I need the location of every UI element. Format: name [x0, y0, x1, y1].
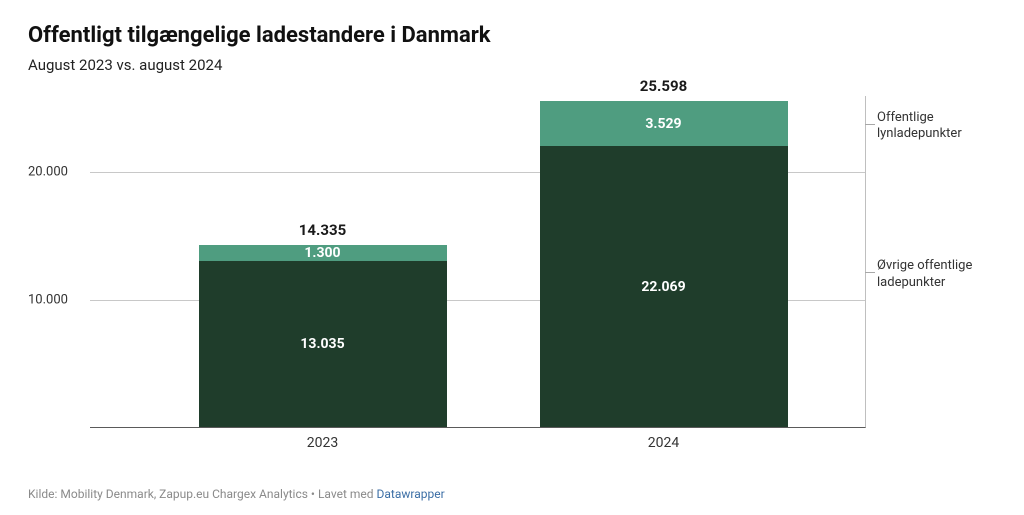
bar-segment-bottom: 22.069 — [540, 146, 788, 427]
footer-madewith-link[interactable]: Datawrapper — [377, 487, 445, 501]
bar-segment-label: 1.300 — [304, 245, 340, 261]
bar-segment-top: 3.529 — [540, 101, 788, 146]
series-label-bottom: Øvrige offentlige ladepunkter — [877, 258, 997, 291]
bar-segment-label: 13.035 — [300, 336, 344, 352]
lead-line — [865, 124, 875, 125]
footer-source: Mobility Denmark, Zapup.eu Chargex Analy… — [60, 487, 308, 501]
chart-area: 10.000 20.000 13.035 1.300 14.335 2023 22.069 3… — [28, 96, 996, 456]
bar-column: 13.0351.30014.3352023 — [199, 96, 447, 427]
bar-segment-label: 22.069 — [641, 279, 685, 295]
chart-subtitle: August 2023 vs. august 2024 — [28, 56, 996, 74]
bar-segment-top: 1.300 — [199, 245, 447, 262]
plot-area: 10.00020.00013.0351.30014.335202322.0693… — [90, 96, 866, 428]
footer-sep: • — [308, 487, 318, 501]
chart-footer: Kilde: Mobility Denmark, Zapup.eu Charge… — [28, 487, 445, 501]
bar-segment-label: 3.529 — [645, 116, 681, 132]
chart-title: Offentligt tilgængelige ladestandere i D… — [28, 22, 996, 50]
x-axis-label: 2023 — [199, 435, 447, 451]
footer-madewith-prefix: Lavet med — [318, 487, 377, 501]
footer-source-prefix: Kilde: — [28, 487, 60, 501]
y-axis-label: 20.000 — [28, 165, 84, 180]
bar-column: 22.0693.52925.5982024 — [540, 96, 788, 427]
series-label-top: Offentlige lynladepunkter — [877, 110, 997, 143]
x-axis-label: 2024 — [540, 435, 788, 451]
bar-total-label: 25.598 — [540, 77, 788, 95]
lead-line — [865, 272, 875, 273]
chart-container: Offentligt tilgængelige ladestandere i D… — [0, 0, 1024, 515]
bar-segment-bottom: 13.035 — [199, 261, 447, 427]
y-axis-label: 10.000 — [28, 292, 84, 307]
bar-total-label: 14.335 — [199, 221, 447, 239]
